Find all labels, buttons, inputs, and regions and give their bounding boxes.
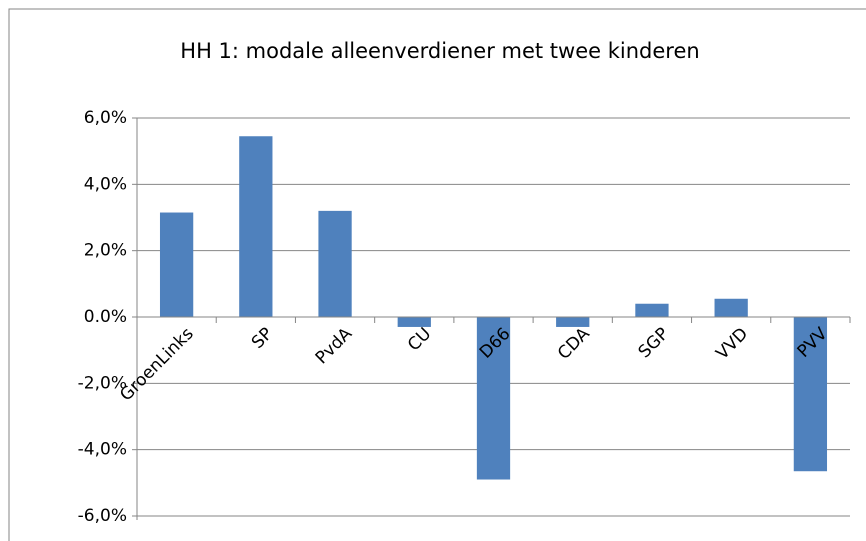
y-tick-label: 4,0% [84,174,127,194]
y-tick-label: 0.0% [84,307,127,327]
chart-border [8,8,866,541]
y-tick-label: 6,0% [84,108,127,128]
y-tick-label: -2,0% [78,373,127,393]
bar [476,317,511,480]
y-tick-label: 2,0% [84,241,127,261]
bar [635,303,669,317]
bar [159,212,194,317]
bar [793,317,828,472]
bar [397,317,431,327]
y-tick-label: -4,0% [78,440,127,460]
bar [239,136,273,317]
chart-title: HH 1: modale alleenverdiener met twee ki… [180,39,699,63]
y-tick-label: -6,0% [78,506,127,526]
bar [318,210,352,317]
bar [714,298,748,317]
bar [556,317,590,327]
